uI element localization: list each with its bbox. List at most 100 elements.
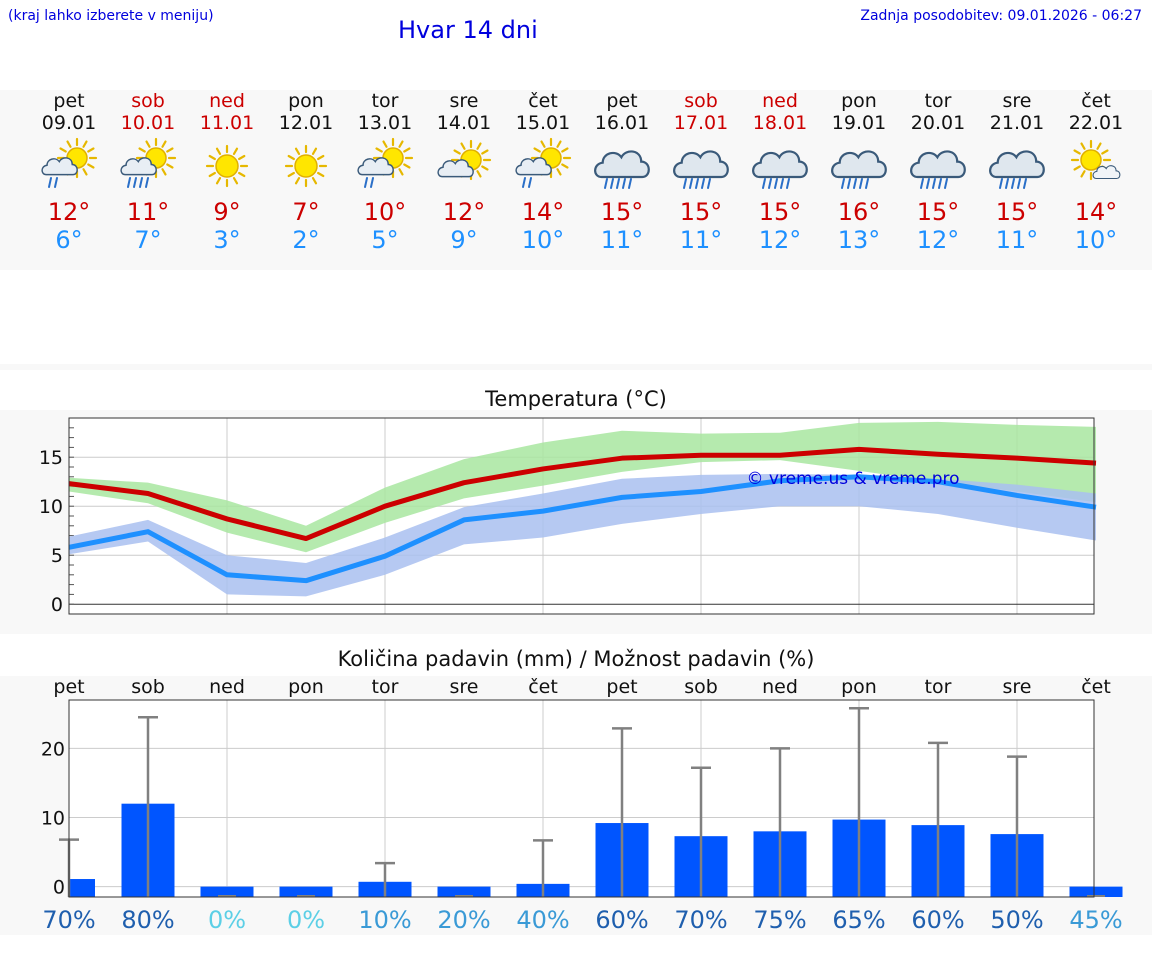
day-name: pon: [288, 90, 324, 112]
min-temperature: 11°: [995, 226, 1039, 254]
location-hint-link[interactable]: (kraj lahko izberete v meniju): [8, 8, 214, 24]
page-title: Hvar 14 dni: [398, 16, 538, 44]
precipitation-probability-label: 20%: [437, 906, 490, 934]
precipitation-bar: [69, 879, 95, 897]
day-name: ned: [209, 90, 245, 112]
day-column: pet 09.01 12° 6°: [30, 90, 109, 254]
cloud-rain-icon: [583, 136, 662, 202]
x-category-label: ned: [762, 676, 798, 698]
day-column: pon 12.01 7° 2°: [267, 90, 346, 254]
cloud-rain-icon: [899, 136, 978, 202]
day-name: pet: [606, 90, 638, 112]
x-category-label: čet: [528, 676, 558, 698]
max-temperature-line: [68, 446, 1097, 542]
min-temperature-line: [68, 474, 1097, 584]
day-name: čet: [1081, 90, 1111, 112]
day-name: sre: [1002, 90, 1032, 112]
sun-icon: [188, 136, 267, 202]
day-name: tor: [371, 90, 399, 112]
sun-cloud-heavy-rain-icon: [109, 136, 188, 202]
x-category-label: sre: [1003, 676, 1032, 698]
day-date: 09.01: [41, 112, 97, 134]
max-temperature: 11°: [126, 198, 170, 226]
y-tick-label: 0: [53, 877, 65, 899]
day-date: 20.01: [910, 112, 966, 134]
y-tick-label: 5: [51, 545, 63, 567]
precipitation-probability-label: 0%: [287, 906, 325, 934]
day-name: sob: [131, 90, 165, 112]
x-category-label: tor: [925, 676, 952, 698]
day-name: pon: [841, 90, 877, 112]
precipitation-probability-label: 70%: [42, 906, 95, 934]
day-name: sre: [449, 90, 479, 112]
min-temperature: 5°: [371, 226, 399, 254]
max-temperature: 12°: [47, 198, 91, 226]
separator-band: [0, 364, 1152, 370]
max-temperature: 15°: [600, 198, 644, 226]
x-category-label: pet: [53, 676, 84, 698]
sun-cloud-rain-icon: [346, 136, 425, 202]
x-category-label: čet: [1081, 676, 1111, 698]
precipitation-probability-label: 10%: [358, 906, 411, 934]
min-temperature: 6°: [55, 226, 83, 254]
precipitation-bar: [200, 886, 254, 897]
min-temperature: 13°: [837, 226, 881, 254]
day-column: sre 21.01 15° 11°: [978, 90, 1057, 254]
day-date: 22.01: [1068, 112, 1124, 134]
min-temperature: 10°: [1074, 226, 1118, 254]
day-date: 17.01: [673, 112, 729, 134]
precipitation-probability-label: 60%: [595, 906, 648, 934]
y-tick-label: 10: [41, 808, 65, 830]
min-temperature: 9°: [450, 226, 478, 254]
min-temperature: 7°: [134, 226, 162, 254]
cloud-rain-icon: [820, 136, 899, 202]
max-temperature: 16°: [837, 198, 881, 226]
precipitation-probability-label: 70%: [674, 906, 727, 934]
max-temperature: 15°: [679, 198, 723, 226]
precipitation-probability-label: 60%: [911, 906, 964, 934]
min-temperature: 11°: [679, 226, 723, 254]
day-date: 16.01: [594, 112, 650, 134]
day-name: pet: [53, 90, 85, 112]
day-column: čet 22.01 14° 10°: [1057, 90, 1136, 254]
max-temperature: 14°: [1074, 198, 1118, 226]
day-date: 19.01: [831, 112, 887, 134]
day-column: sob 10.01 11° 7°: [109, 90, 188, 254]
y-tick-label: 10: [39, 496, 63, 518]
x-category-label: sre: [450, 676, 479, 698]
day-date: 11.01: [199, 112, 255, 134]
x-category-label: pon: [288, 676, 324, 698]
day-date: 12.01: [278, 112, 334, 134]
day-date: 15.01: [515, 112, 571, 134]
precipitation-bar: [279, 886, 333, 897]
watermark: © vreme.us & vreme.pro: [746, 469, 959, 489]
day-name: čet: [528, 90, 558, 112]
day-name: sob: [684, 90, 718, 112]
precipitation-bar: [1069, 886, 1123, 897]
sun-icon: [267, 136, 346, 202]
min-temperature: 12°: [758, 226, 802, 254]
day-column: sob 17.01 15° 11°: [662, 90, 741, 254]
precipitation-probability-label: 0%: [208, 906, 246, 934]
day-column: čet 15.01 14° 10°: [504, 90, 583, 254]
min-temperature-range-band: [69, 473, 1096, 597]
precipitation-probability-label: 65%: [832, 906, 885, 934]
precipitation-probability-label: 50%: [990, 906, 1043, 934]
day-date: 21.01: [989, 112, 1045, 134]
cloud-rain-icon: [662, 136, 741, 202]
x-category-label: tor: [372, 676, 399, 698]
y-tick-label: 20: [41, 738, 65, 760]
max-temperature: 12°: [442, 198, 486, 226]
max-temperature: 7°: [292, 198, 320, 226]
precipitation-probability-label: 40%: [516, 906, 569, 934]
cloud-rain-icon: [741, 136, 820, 202]
day-date: 10.01: [120, 112, 176, 134]
sun-cloud-icon: [425, 136, 504, 202]
day-column: tor 20.01 15° 12°: [899, 90, 978, 254]
min-temperature: 2°: [292, 226, 320, 254]
sun-cloud-rain-icon: [30, 136, 109, 202]
precipitation-probability-label: 45%: [1069, 906, 1122, 934]
x-category-label: pet: [606, 676, 637, 698]
day-column: tor 13.01 10° 5°: [346, 90, 425, 254]
max-temperature: 10°: [363, 198, 407, 226]
